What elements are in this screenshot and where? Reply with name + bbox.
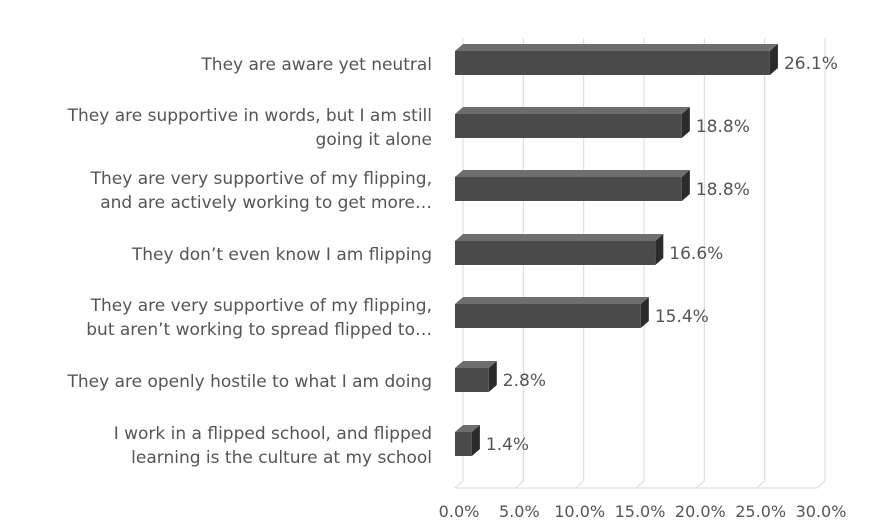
- category-label-line: They are aware yet neutral: [201, 55, 432, 75]
- x-tick-label: 25.0%: [735, 502, 786, 521]
- bar-front-face: [455, 114, 682, 138]
- bar-front-face: [455, 177, 682, 201]
- data-label: 26.1%: [784, 54, 838, 74]
- category-label: They don’t even know I am flipping: [0, 243, 432, 267]
- bar-front-face: [455, 51, 770, 75]
- data-label: 18.8%: [696, 117, 750, 137]
- category-label-line: They are very supportive of my flipping,: [90, 296, 432, 316]
- data-label: 18.8%: [696, 180, 750, 200]
- gridline-base: [454, 480, 464, 489]
- bar-front-face: [455, 241, 656, 265]
- bar: [455, 425, 480, 456]
- data-label: 16.6%: [669, 244, 723, 264]
- category-label-line: going it alone: [315, 130, 432, 150]
- bar-front-face: [455, 368, 489, 392]
- chart-bars: [455, 44, 778, 456]
- gridline-base: [696, 480, 705, 489]
- bar-top-face: [455, 297, 649, 304]
- gridline-base: [816, 480, 826, 489]
- category-label-line: learning is the culture at my school: [131, 448, 432, 468]
- data-label: 15.4%: [655, 307, 709, 327]
- data-label: 2.8%: [503, 371, 546, 391]
- category-label-line: and are actively working to get more…: [100, 193, 432, 213]
- bar: [455, 361, 497, 392]
- gridline-base: [635, 480, 645, 489]
- bar: [455, 44, 778, 75]
- x-tick-label: 15.0%: [615, 502, 666, 521]
- category-label-line: They don’t even know I am flipping: [131, 245, 432, 265]
- category-label: They are very supportive of my flipping,…: [0, 294, 432, 342]
- bar-top-face: [455, 170, 690, 177]
- bar: [455, 170, 690, 201]
- bar-top-face: [455, 361, 497, 368]
- chart-data-labels: 26.1% 18.8% 18.8% 16.6% 15.4% 2.8% 1.4%: [486, 54, 838, 455]
- gridline-base: [515, 480, 524, 489]
- gridline-base: [575, 480, 584, 489]
- bar-front-face: [455, 304, 641, 328]
- gridline-base: [756, 480, 765, 489]
- category-label-line: but aren’t working to spread flipped to…: [86, 320, 432, 340]
- x-tick-label: 20.0%: [675, 502, 726, 521]
- data-label: 1.4%: [486, 435, 529, 455]
- chart-x-ticks: 0.0% 5.0% 10.0% 15.0% 20.0% 25.0% 30.0%: [439, 502, 847, 521]
- bar: [455, 297, 649, 328]
- category-label-line: They are openly hostile to what I am doi…: [67, 372, 432, 392]
- bar-side-face: [769, 44, 778, 75]
- bar: [455, 234, 664, 265]
- category-label: They are openly hostile to what I am doi…: [0, 370, 432, 394]
- category-label-line: They are supportive in words, but I am s…: [67, 106, 432, 126]
- x-tick-label: 30.0%: [796, 502, 847, 521]
- x-tick-label: 5.0%: [499, 502, 540, 521]
- category-label: They are aware yet neutral: [0, 53, 432, 77]
- bar: [455, 107, 690, 138]
- x-tick-label: 0.0%: [439, 502, 480, 521]
- bar-front-face: [455, 432, 472, 456]
- category-label-line: I work in a flipped school, and flipped: [113, 424, 432, 444]
- category-label-line: They are very supportive of my flipping,: [90, 169, 432, 189]
- category-label: They are very supportive of my flipping,…: [0, 167, 432, 215]
- category-label: I work in a flipped school, and flipped l…: [0, 422, 432, 470]
- bar-side-face: [488, 361, 497, 392]
- bar-top-face: [455, 107, 690, 114]
- bar-top-face: [455, 425, 480, 432]
- bar-side-face: [471, 425, 480, 456]
- x-tick-label: 10.0%: [554, 502, 605, 521]
- bar-side-face: [681, 170, 690, 201]
- category-label: They are supportive in words, but I am s…: [0, 104, 432, 152]
- bar-side-face: [640, 297, 649, 328]
- bar-side-face: [655, 234, 664, 265]
- bar-side-face: [681, 107, 690, 138]
- bar-top-face: [455, 234, 664, 241]
- bar-top-face: [455, 44, 778, 51]
